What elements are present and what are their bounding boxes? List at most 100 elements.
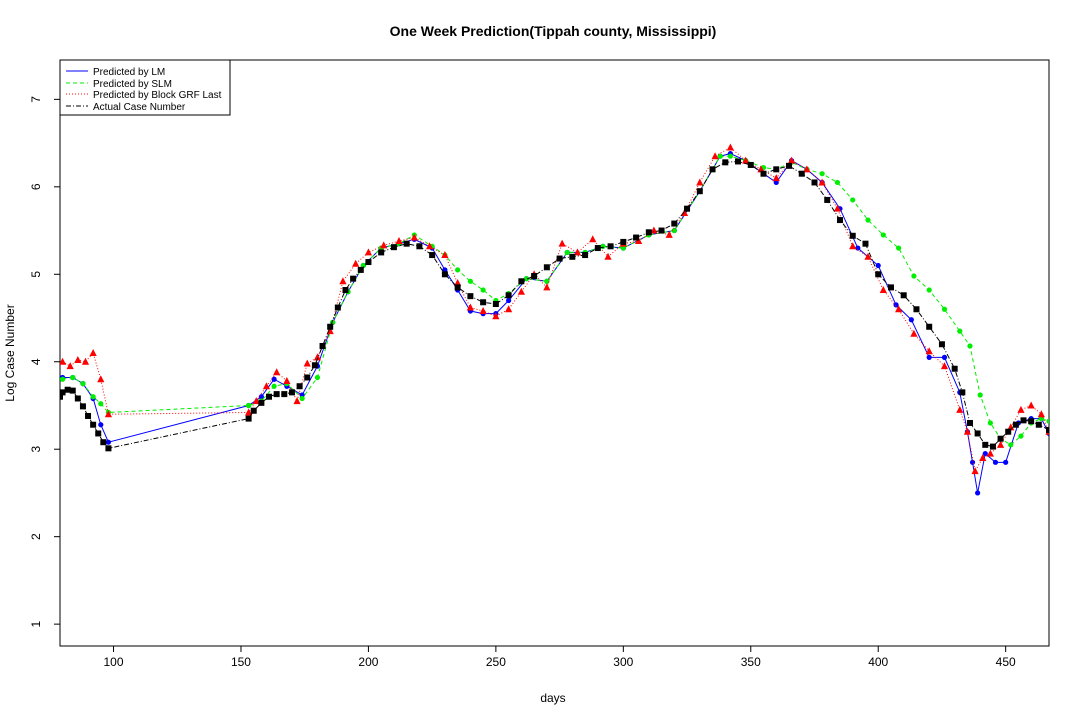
data-point [1027, 401, 1035, 409]
x-tick-label: 250 [486, 655, 506, 669]
data-point [880, 232, 886, 238]
data-point [803, 165, 811, 173]
data-point [887, 284, 894, 291]
data-point [620, 245, 626, 251]
data-point [360, 262, 366, 269]
x-tick-label: 300 [613, 655, 633, 669]
data-point [645, 229, 652, 236]
data-point [1003, 459, 1009, 465]
data-point [466, 303, 474, 311]
data-point [258, 399, 265, 406]
data-point [896, 245, 902, 251]
data-point [1020, 417, 1027, 424]
data-point [594, 245, 601, 252]
data-point [339, 277, 347, 285]
data-point [357, 266, 364, 273]
y-tick-label: 3 [29, 446, 43, 453]
data-point [875, 262, 881, 269]
data-point [865, 217, 871, 223]
data-point [467, 278, 473, 284]
data-point [722, 159, 729, 166]
data-point [604, 252, 612, 260]
data-point [940, 362, 949, 370]
data-point [600, 243, 606, 249]
data-point [772, 174, 780, 182]
data-point [250, 407, 257, 414]
data-point [506, 297, 512, 304]
data-point [1017, 405, 1025, 413]
data-point [455, 267, 461, 273]
data-point [288, 389, 295, 396]
data-point [798, 170, 805, 177]
y-tick-label: 2 [29, 533, 43, 540]
y-tick-label: 7 [29, 96, 43, 103]
data-point [403, 240, 410, 247]
data-point [573, 248, 582, 256]
data-point [742, 156, 750, 164]
data-point [293, 397, 301, 405]
data-point [951, 365, 958, 372]
data-point [1018, 433, 1024, 439]
data-point [518, 278, 525, 285]
data-point [100, 439, 107, 446]
data-point [79, 403, 86, 410]
x-tick-label: 400 [868, 655, 888, 669]
data-point [671, 220, 678, 227]
data-point [252, 397, 260, 405]
data-point [303, 359, 311, 367]
data-point [98, 422, 104, 428]
data-point [60, 393, 63, 400]
data-point [925, 347, 933, 355]
data-point [505, 305, 513, 313]
data-point [327, 323, 334, 330]
data-point [819, 171, 825, 177]
data-point [454, 284, 461, 291]
data-point [975, 490, 981, 496]
data-point [334, 304, 341, 311]
data-point [98, 401, 104, 407]
data-point [855, 245, 861, 251]
x-tick-label: 350 [741, 655, 761, 669]
y-tick-label: 5 [29, 271, 43, 278]
data-point [1008, 442, 1014, 448]
data-point [97, 375, 105, 383]
data-point [246, 402, 252, 409]
data-point [60, 376, 66, 382]
data-point [910, 329, 918, 337]
data-point [864, 252, 872, 260]
data-point [658, 227, 665, 234]
data-point [957, 328, 963, 334]
legend-label-slm: Predicted by SLM [93, 79, 172, 90]
data-point [760, 170, 767, 177]
x-tick-label: 100 [104, 655, 124, 669]
x-axis-title: days [540, 691, 565, 705]
data-point [80, 381, 86, 387]
data-point [1046, 418, 1049, 424]
data-point [569, 253, 576, 260]
series-predicted-by-lm [60, 150, 1049, 496]
data-point [926, 354, 932, 360]
data-point [893, 302, 899, 308]
x-tick-label: 450 [996, 655, 1016, 669]
data-point [454, 279, 462, 287]
series-predicted-by-slm [60, 153, 1049, 448]
data-point [105, 439, 112, 445]
y-tick-label: 4 [29, 358, 43, 365]
data-point [911, 273, 917, 279]
data-point [996, 440, 1005, 448]
data-point [69, 387, 76, 394]
data-point [380, 241, 388, 249]
data-point [726, 143, 734, 151]
data-point [997, 435, 1004, 442]
data-point [938, 341, 945, 348]
data-point [70, 374, 76, 381]
data-point [441, 251, 449, 259]
data-point [875, 271, 882, 278]
y-tick-label: 1 [29, 620, 43, 627]
data-point [684, 205, 691, 212]
data-point [607, 243, 614, 250]
data-point [671, 227, 677, 234]
data-point [900, 292, 907, 299]
data-point [727, 153, 733, 159]
